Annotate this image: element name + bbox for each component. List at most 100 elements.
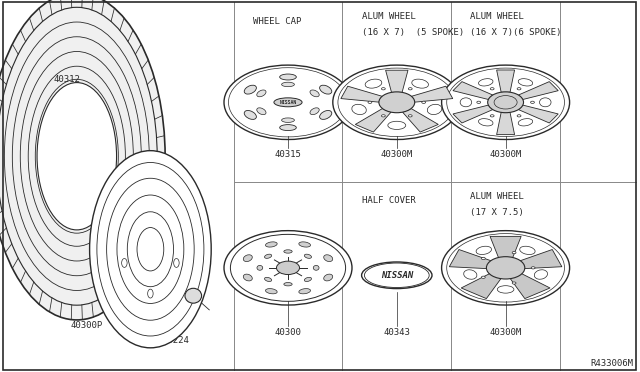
Text: 40312: 40312: [54, 76, 81, 84]
Polygon shape: [453, 81, 493, 99]
Ellipse shape: [244, 85, 257, 94]
Ellipse shape: [299, 289, 310, 294]
Ellipse shape: [365, 79, 382, 88]
Text: R433006M: R433006M: [591, 359, 634, 368]
Ellipse shape: [352, 104, 366, 115]
Polygon shape: [341, 86, 382, 102]
Polygon shape: [497, 112, 515, 135]
Ellipse shape: [37, 83, 116, 230]
Ellipse shape: [520, 246, 535, 254]
Ellipse shape: [517, 88, 521, 90]
Ellipse shape: [488, 92, 524, 113]
Text: 40315: 40315: [275, 150, 301, 159]
Ellipse shape: [476, 246, 492, 254]
Text: ALUM WHEEL: ALUM WHEEL: [362, 12, 415, 21]
Ellipse shape: [464, 270, 477, 279]
Text: 40300P: 40300P: [70, 321, 102, 330]
Ellipse shape: [310, 108, 319, 115]
Ellipse shape: [422, 101, 426, 103]
Ellipse shape: [319, 85, 332, 94]
Text: WHEEL CAP: WHEEL CAP: [253, 17, 301, 26]
Ellipse shape: [408, 115, 412, 117]
Ellipse shape: [284, 283, 292, 286]
Ellipse shape: [324, 274, 333, 281]
Polygon shape: [461, 272, 502, 299]
Ellipse shape: [185, 288, 202, 303]
Ellipse shape: [282, 118, 294, 122]
Polygon shape: [449, 250, 494, 269]
Text: ALUM WHEEL: ALUM WHEEL: [470, 12, 524, 21]
Text: 40300: 40300: [275, 328, 301, 337]
Ellipse shape: [305, 254, 312, 258]
Ellipse shape: [379, 92, 415, 113]
Polygon shape: [403, 109, 438, 132]
Ellipse shape: [381, 115, 385, 117]
Ellipse shape: [518, 78, 532, 86]
Ellipse shape: [266, 242, 277, 247]
Ellipse shape: [442, 65, 570, 140]
Ellipse shape: [479, 119, 493, 126]
Polygon shape: [355, 109, 391, 132]
Text: 40224: 40224: [163, 336, 189, 345]
Ellipse shape: [534, 270, 547, 279]
Ellipse shape: [264, 278, 271, 282]
Ellipse shape: [481, 257, 485, 260]
Ellipse shape: [477, 101, 481, 103]
Polygon shape: [490, 236, 521, 260]
Text: 40300M: 40300M: [490, 328, 522, 337]
Ellipse shape: [280, 74, 296, 80]
Ellipse shape: [324, 255, 333, 262]
Ellipse shape: [122, 259, 127, 267]
Text: 40311: 40311: [175, 206, 202, 215]
Ellipse shape: [280, 125, 296, 131]
Text: (16 X 7)  (5 SPOKE): (16 X 7) (5 SPOKE): [362, 28, 464, 37]
Polygon shape: [386, 70, 408, 92]
Ellipse shape: [257, 90, 266, 97]
Text: 40343: 40343: [383, 328, 410, 337]
Ellipse shape: [148, 289, 153, 298]
Ellipse shape: [266, 289, 277, 294]
Ellipse shape: [442, 231, 570, 305]
Ellipse shape: [428, 104, 442, 115]
Ellipse shape: [282, 82, 294, 87]
Ellipse shape: [481, 276, 485, 278]
Ellipse shape: [512, 282, 516, 284]
Ellipse shape: [540, 98, 551, 107]
Text: ALUM WHEEL: ALUM WHEEL: [470, 192, 524, 201]
Polygon shape: [518, 81, 558, 99]
Ellipse shape: [310, 90, 319, 97]
Ellipse shape: [518, 119, 532, 126]
Ellipse shape: [531, 267, 535, 269]
Polygon shape: [497, 70, 515, 92]
Ellipse shape: [243, 255, 252, 262]
Ellipse shape: [531, 101, 534, 103]
Polygon shape: [509, 272, 550, 299]
Ellipse shape: [0, 0, 165, 320]
Ellipse shape: [368, 101, 372, 103]
Ellipse shape: [224, 65, 352, 140]
Ellipse shape: [408, 88, 412, 90]
Ellipse shape: [460, 98, 472, 107]
Text: NISSAN: NISSAN: [381, 271, 413, 280]
Ellipse shape: [305, 278, 312, 282]
Ellipse shape: [479, 78, 493, 86]
Ellipse shape: [257, 108, 266, 115]
Ellipse shape: [276, 261, 300, 275]
Polygon shape: [517, 250, 562, 269]
Ellipse shape: [362, 262, 432, 289]
Text: HALF COVER: HALF COVER: [362, 196, 415, 205]
Text: 40300M: 40300M: [490, 150, 522, 159]
Ellipse shape: [274, 98, 302, 107]
Ellipse shape: [314, 265, 319, 270]
Ellipse shape: [333, 65, 461, 140]
Ellipse shape: [412, 79, 428, 88]
Ellipse shape: [388, 121, 406, 129]
Ellipse shape: [173, 259, 179, 267]
Ellipse shape: [381, 88, 385, 90]
Ellipse shape: [257, 265, 263, 270]
Ellipse shape: [490, 115, 494, 117]
Text: NISSAN: NISSAN: [280, 100, 296, 105]
Ellipse shape: [512, 251, 516, 254]
Ellipse shape: [497, 286, 514, 293]
Ellipse shape: [224, 231, 352, 305]
